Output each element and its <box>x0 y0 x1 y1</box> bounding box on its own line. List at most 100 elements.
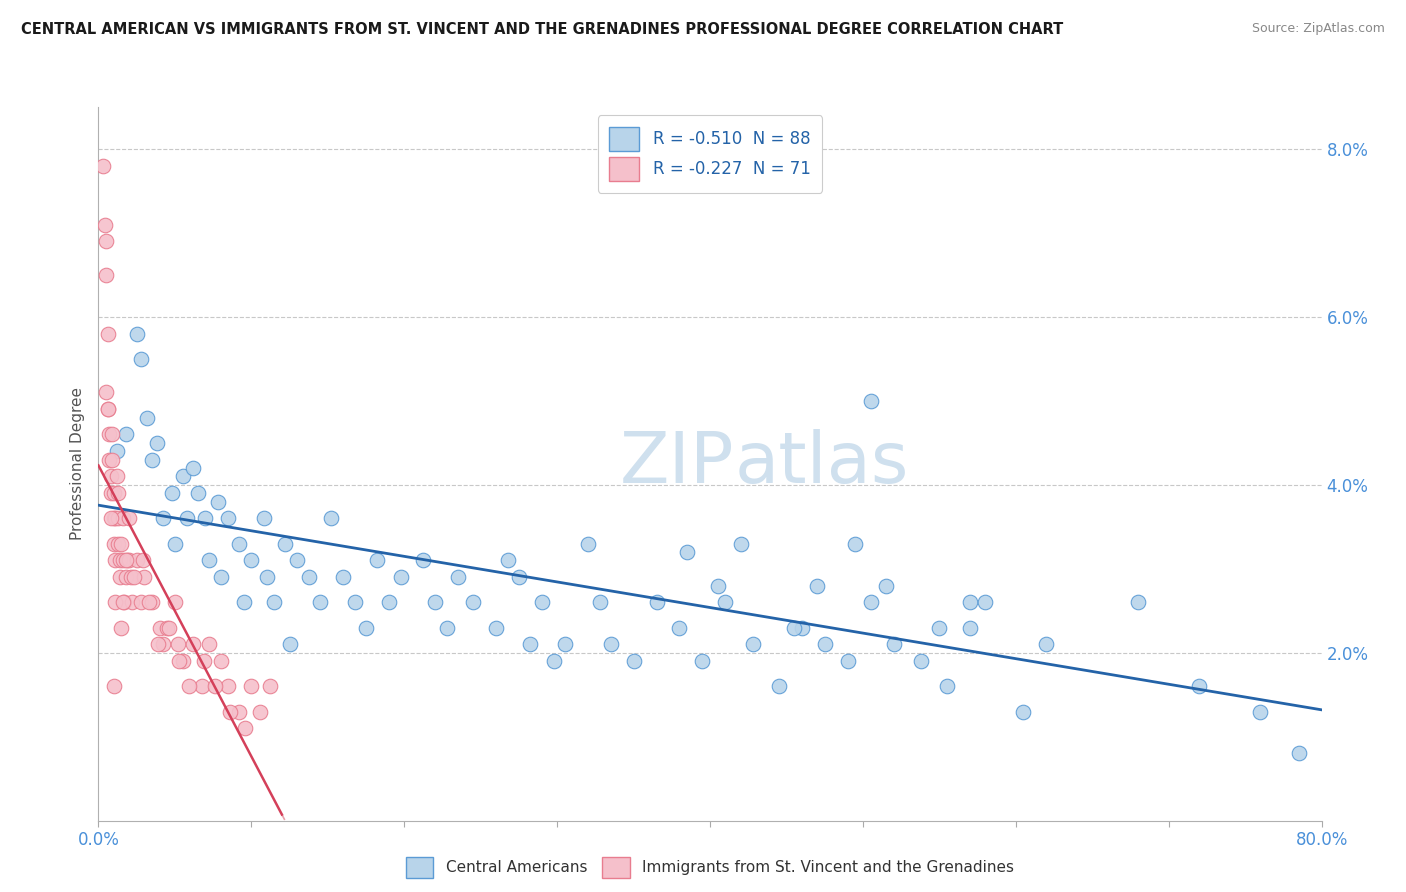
Point <box>103 679 125 693</box>
Point <box>1188 679 1211 693</box>
Point <box>138 595 160 609</box>
Point <box>118 511 141 525</box>
Point <box>378 595 401 609</box>
Point <box>883 637 905 651</box>
Point <box>278 637 301 651</box>
Point <box>115 427 138 442</box>
Point <box>105 444 128 458</box>
Point <box>100 469 122 483</box>
Point <box>1012 705 1035 719</box>
Point <box>194 511 217 525</box>
Point <box>97 402 120 417</box>
Point <box>94 235 117 249</box>
Point <box>101 427 124 442</box>
Point <box>910 654 932 668</box>
Point <box>111 595 134 609</box>
Point <box>163 536 186 550</box>
Point <box>344 595 367 609</box>
Point <box>233 721 256 735</box>
Point <box>412 553 434 567</box>
Point <box>104 553 127 567</box>
Point <box>129 595 152 609</box>
Point <box>104 511 127 525</box>
Point <box>110 536 132 550</box>
Point <box>105 469 128 483</box>
Point <box>134 570 156 584</box>
Point <box>172 654 194 668</box>
Point <box>145 435 167 450</box>
Point <box>100 486 122 500</box>
Point <box>1250 705 1272 719</box>
Point <box>117 553 139 567</box>
Point <box>94 385 117 400</box>
Point <box>837 654 859 668</box>
Point <box>768 679 790 693</box>
Point <box>274 536 297 550</box>
Point <box>141 452 163 467</box>
Point <box>319 511 342 525</box>
Point <box>554 637 576 651</box>
Point <box>423 595 446 609</box>
Text: ZIP: ZIP <box>620 429 734 499</box>
Point <box>232 595 254 609</box>
Point <box>959 621 981 635</box>
Point <box>928 621 950 635</box>
Point <box>645 595 668 609</box>
Point <box>152 637 174 651</box>
Point <box>91 159 114 173</box>
Point <box>176 511 198 525</box>
Point <box>97 402 120 417</box>
Point <box>107 511 129 525</box>
Point <box>389 570 412 584</box>
Point <box>1035 637 1057 651</box>
Point <box>160 486 183 500</box>
Point <box>741 637 763 651</box>
Point <box>859 595 882 609</box>
Point <box>110 621 132 635</box>
Point <box>240 679 263 693</box>
Point <box>118 553 141 567</box>
Point <box>219 705 242 719</box>
Point <box>974 595 997 609</box>
Point <box>730 536 752 550</box>
Point <box>197 553 219 567</box>
Point <box>163 595 186 609</box>
Point <box>141 595 163 609</box>
Point <box>172 469 194 483</box>
Point <box>115 570 138 584</box>
Point <box>859 393 882 408</box>
Point <box>101 452 124 467</box>
Point <box>107 486 129 500</box>
Point <box>125 326 148 341</box>
Point <box>447 570 470 584</box>
Point <box>1128 595 1150 609</box>
Point <box>97 326 120 341</box>
Point <box>111 511 134 525</box>
Point <box>156 621 179 635</box>
Point <box>191 679 214 693</box>
Point <box>169 654 191 668</box>
Point <box>543 654 565 668</box>
Point <box>181 461 204 475</box>
Point <box>122 570 145 584</box>
Point <box>589 595 612 609</box>
Point <box>209 570 232 584</box>
Point <box>146 637 169 651</box>
Point <box>111 553 134 567</box>
Y-axis label: Professional Degree: Professional Degree <box>70 387 86 541</box>
Point <box>252 511 274 525</box>
Point <box>129 351 152 366</box>
Point <box>112 595 135 609</box>
Point <box>240 553 263 567</box>
Point <box>209 654 232 668</box>
Point <box>519 637 541 651</box>
Point <box>692 654 714 668</box>
Point <box>806 578 828 592</box>
Point <box>1288 747 1310 761</box>
Point <box>152 511 174 525</box>
Point <box>298 570 321 584</box>
Point <box>103 536 125 550</box>
Point <box>496 553 519 567</box>
Point <box>228 536 250 550</box>
Point <box>285 553 308 567</box>
